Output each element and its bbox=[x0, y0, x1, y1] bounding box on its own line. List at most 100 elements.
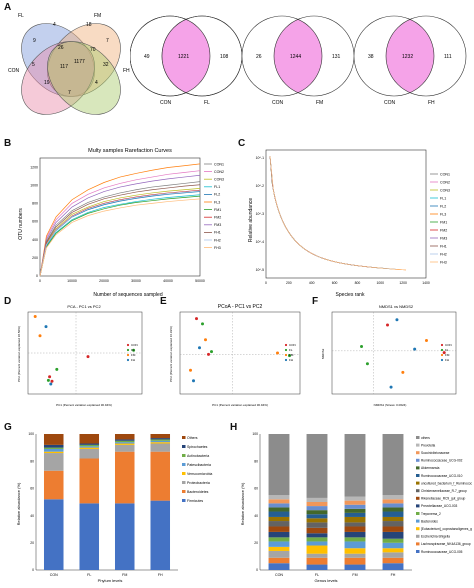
y-tick-label: 60 bbox=[254, 487, 258, 491]
legend-swatch bbox=[126, 353, 130, 357]
bar-segment bbox=[268, 499, 290, 504]
legend-label: FL bbox=[289, 348, 293, 352]
venn4-value: 18 bbox=[86, 22, 92, 28]
scatter-point bbox=[210, 350, 213, 354]
bar-segment bbox=[344, 504, 366, 509]
scatter-point bbox=[201, 322, 204, 326]
phylum-stacked-bar-chart: Phylum levels Relative abundance (%) 0 20… bbox=[16, 432, 212, 583]
bar-segment bbox=[79, 444, 100, 447]
x-axis-label: Number of sequences sampled bbox=[93, 292, 162, 298]
bar-segment bbox=[382, 499, 404, 504]
legend-label: Escherichia-Shigella bbox=[421, 535, 450, 539]
venn2-con-fm: 26 1244 131 CON FM bbox=[242, 15, 354, 106]
legend-swatch bbox=[126, 343, 130, 347]
legend-swatch bbox=[126, 348, 130, 352]
series-line bbox=[269, 155, 368, 268]
y-tick-label: 40 bbox=[254, 514, 258, 518]
venn2-left-value: 49 bbox=[144, 54, 150, 60]
bar-segment bbox=[306, 564, 328, 570]
legend-label: Christensenellaceae_R-7_group bbox=[421, 489, 467, 493]
bar-segment bbox=[344, 526, 366, 532]
nmds-plot: NMDS1 vs NMDS2 NMDS1 (Stress: 0.0624) NM… bbox=[321, 304, 457, 407]
scatter-point bbox=[442, 351, 446, 355]
legend-label: Verrucomicrobia bbox=[187, 472, 212, 476]
venn4-set-label-fl: FL bbox=[18, 13, 24, 19]
bar-segment bbox=[382, 434, 404, 496]
legend-swatch bbox=[416, 466, 420, 470]
legend-label: FL1 bbox=[440, 196, 446, 200]
panel-label-g: G bbox=[4, 422, 12, 433]
legend-swatch bbox=[416, 451, 420, 455]
bar-segment bbox=[150, 500, 171, 570]
legend-label: FH1 bbox=[214, 231, 221, 235]
series-line bbox=[269, 155, 368, 268]
series-line bbox=[269, 155, 387, 269]
bar-segment bbox=[268, 503, 290, 508]
plot-frame bbox=[265, 149, 427, 279]
bar-segment bbox=[344, 434, 366, 497]
scatter-point bbox=[386, 323, 390, 327]
bar-segment bbox=[344, 564, 366, 570]
bar-segment bbox=[43, 499, 64, 570]
chart-title: NMDS1 vs NMDS2 bbox=[379, 304, 414, 309]
legend-label: Spirochaetes bbox=[187, 445, 208, 449]
y-tick-label: 80 bbox=[254, 459, 258, 463]
bar-segment bbox=[79, 458, 100, 504]
panel-label-a: A bbox=[4, 2, 12, 13]
legend-label: [Eubacterium]_coprostanoligenes_group bbox=[421, 527, 472, 531]
x-tick-label: CON bbox=[50, 573, 58, 577]
y-tick-label: 20 bbox=[30, 541, 34, 545]
scatter-point bbox=[401, 370, 405, 374]
legend-swatch bbox=[182, 436, 186, 439]
y-axis-label: NMDS2 bbox=[321, 348, 325, 359]
bar-segment bbox=[382, 548, 404, 553]
legend-swatch bbox=[416, 512, 420, 515]
bar-segment bbox=[114, 439, 135, 441]
series-line bbox=[39, 188, 201, 277]
x-axis-label: PC1 (Percent variation explained 30.94%) bbox=[212, 403, 268, 407]
bar-segment bbox=[344, 522, 366, 527]
legend-swatch bbox=[182, 454, 186, 457]
bar-segment bbox=[268, 521, 290, 527]
legend-label: CON3 bbox=[440, 188, 450, 192]
legend-swatch bbox=[416, 496, 420, 500]
legend-label: FL1 bbox=[214, 185, 220, 189]
bar-segment bbox=[382, 507, 404, 512]
bar-segment bbox=[382, 516, 404, 522]
y-tick-label: 10^-4 bbox=[256, 240, 264, 244]
legend-label: Akkermansia bbox=[421, 466, 440, 470]
legend-label: Treponema_2 bbox=[421, 512, 441, 516]
legend-swatch bbox=[182, 445, 186, 448]
bar-segment bbox=[344, 500, 366, 505]
bar-segment bbox=[114, 434, 135, 440]
bar-segment bbox=[79, 447, 100, 449]
y-axis-label: OTU numbers bbox=[18, 208, 24, 240]
y-tick-label: 10^-1 bbox=[256, 156, 264, 160]
bar-segment bbox=[306, 506, 328, 511]
legend-swatch bbox=[416, 527, 420, 531]
x-tick-label: 0 bbox=[265, 281, 267, 285]
legend-swatch bbox=[182, 490, 186, 493]
chart-title: PCoA - PC1 vs PC2 bbox=[218, 304, 263, 310]
bar-segment bbox=[344, 541, 366, 549]
chart-title: PCA - PC1 vs PC2 bbox=[67, 304, 101, 309]
bar-segment bbox=[382, 557, 404, 564]
x-tick-label: 30000 bbox=[131, 279, 141, 283]
series-line bbox=[39, 184, 201, 277]
legend-swatch bbox=[416, 489, 420, 493]
legend-swatch bbox=[440, 343, 444, 347]
legend-label: Patescibacteria bbox=[187, 463, 211, 467]
x-tick-label: FH bbox=[158, 573, 163, 577]
y-tick-label: 600 bbox=[32, 220, 38, 224]
series-line bbox=[39, 170, 201, 277]
x-tick-label: FM bbox=[352, 573, 357, 577]
bar-segment bbox=[114, 451, 135, 504]
panel-label-c: C bbox=[238, 138, 246, 149]
venn2-left-label: CON bbox=[384, 100, 396, 106]
scatter-point bbox=[365, 362, 369, 366]
bar-segment bbox=[344, 508, 366, 513]
legend-label: FH3 bbox=[440, 260, 447, 264]
x-tick-label: FH bbox=[391, 573, 396, 577]
legend-swatch bbox=[182, 463, 186, 466]
legend-label: CON2 bbox=[214, 170, 224, 174]
